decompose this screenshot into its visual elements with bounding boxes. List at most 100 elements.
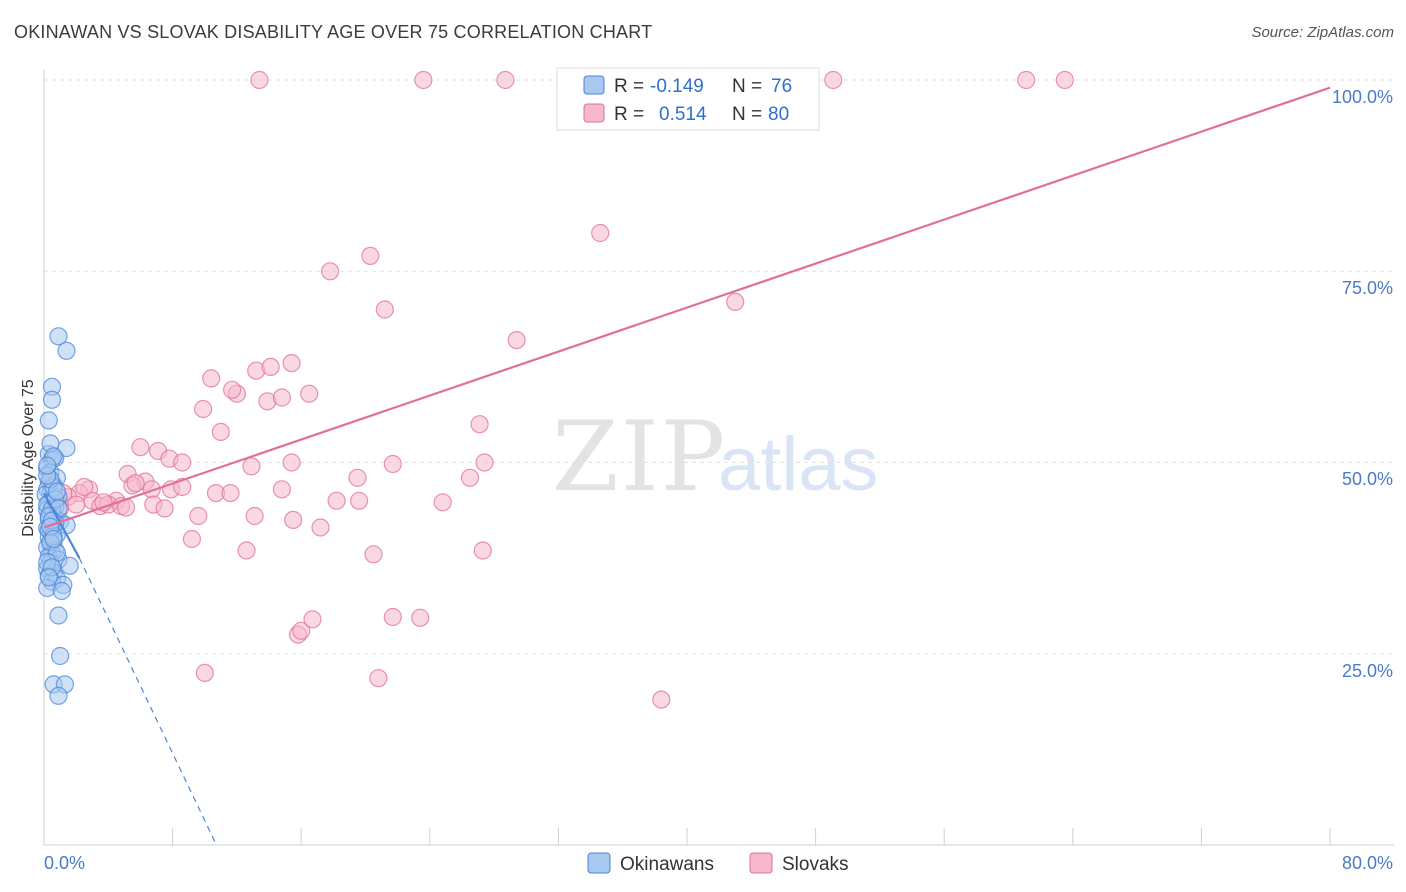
- point-slovaks: [223, 380, 242, 399]
- point-slovaks: [591, 223, 610, 243]
- point-okinawans: [39, 568, 58, 587]
- point-slovaks: [433, 493, 452, 512]
- y-tick-100: 100.0%: [1332, 87, 1393, 107]
- point-okinawans: [57, 438, 76, 458]
- x-tick-0: 0.0%: [44, 853, 85, 873]
- legend-n-label-0: N =: [732, 76, 762, 97]
- trend-extension-okinawans: [78, 557, 217, 846]
- legend-swatch-okinawans: [583, 75, 605, 95]
- legend-box: R = -0.149 N = 76 R = 0.514 N = 80: [556, 67, 820, 131]
- trend-lines: [43, 86, 1331, 846]
- legend-r-value-1: 0.514: [659, 104, 707, 125]
- point-okinawans: [50, 646, 70, 666]
- point-slovaks: [211, 422, 230, 441]
- legend-r-label-0: R =: [614, 76, 644, 97]
- point-slovaks: [221, 484, 240, 503]
- point-okinawans: [49, 686, 68, 705]
- point-okinawans: [52, 581, 71, 601]
- point-slovaks: [470, 415, 489, 434]
- point-slovaks: [245, 506, 264, 526]
- point-slovaks: [75, 477, 94, 497]
- point-slovaks: [652, 690, 671, 709]
- point-slovaks: [327, 491, 346, 510]
- legend-r-label-1: R =: [614, 104, 644, 125]
- point-slovaks: [173, 453, 192, 472]
- point-slovaks: [272, 388, 291, 407]
- series-slovaks: [47, 70, 1074, 709]
- x-axis-ticks: [43, 828, 1331, 845]
- legend-swatch-slovaks: [583, 103, 605, 123]
- y-tick-75: 75.0%: [1342, 278, 1393, 298]
- point-slovaks: [250, 70, 269, 90]
- point-okinawans: [57, 341, 76, 360]
- point-slovaks: [348, 468, 367, 487]
- point-slovaks: [292, 621, 311, 640]
- point-okinawans: [60, 556, 79, 575]
- point-slovaks: [282, 453, 301, 472]
- y-axis-label: Disability Age Over 75: [20, 379, 37, 537]
- watermark: ZIP atlas: [552, 401, 879, 513]
- point-slovaks: [1055, 70, 1074, 90]
- point-slovaks: [507, 331, 526, 350]
- x-tick-80: 80.0%: [1342, 853, 1393, 873]
- bottom-legend-swatch-slovaks: [749, 852, 773, 874]
- point-slovaks: [350, 491, 369, 510]
- point-slovaks: [383, 454, 402, 474]
- point-slovaks: [284, 510, 303, 530]
- legend-n-label-1: N =: [732, 104, 762, 125]
- point-slovaks: [369, 669, 388, 688]
- point-okinawans: [49, 327, 68, 346]
- chart-title: OKINAWAN VS SLOVAK DISABILITY AGE OVER 7…: [14, 22, 653, 42]
- point-slovaks: [321, 262, 340, 281]
- watermark-atlas: atlas: [718, 422, 879, 507]
- trend-line-slovaks: [43, 86, 1331, 529]
- grid: [44, 79, 1394, 655]
- point-slovaks: [237, 541, 256, 560]
- series-okinawans: [36, 327, 79, 705]
- y-tick-labels: 25.0% 50.0% 75.0% 100.0%: [1332, 87, 1393, 681]
- legend-n-value-1: 80: [768, 104, 789, 125]
- watermark-zip: ZIP: [552, 401, 727, 513]
- trend-line-okinawans: [43, 492, 81, 559]
- point-slovaks: [414, 70, 433, 90]
- y-tick-50: 50.0%: [1342, 469, 1393, 489]
- bottom-legend-slovaks: Slovaks: [782, 854, 849, 875]
- point-slovaks: [364, 545, 383, 564]
- point-slovaks: [303, 610, 322, 629]
- point-slovaks: [126, 474, 145, 493]
- point-slovaks: [131, 438, 150, 457]
- point-slovaks: [272, 480, 291, 499]
- point-slovaks: [282, 354, 301, 373]
- point-slovaks: [202, 369, 221, 388]
- point-slovaks: [475, 453, 494, 472]
- point-slovaks: [242, 457, 261, 476]
- point-slovaks: [300, 384, 319, 403]
- y-tick-25: 25.0%: [1342, 661, 1393, 681]
- legend-n-value-0: 76: [771, 76, 792, 97]
- point-slovaks: [182, 529, 201, 549]
- point-slovaks: [411, 608, 430, 627]
- point-slovaks: [375, 300, 394, 319]
- point-slovaks: [460, 468, 480, 487]
- point-okinawans: [42, 390, 62, 409]
- point-okinawans: [39, 411, 58, 430]
- bottom-legend: Okinawans Slovaks: [587, 852, 849, 875]
- point-slovaks: [473, 541, 492, 560]
- point-okinawans: [49, 606, 68, 625]
- point-okinawans: [44, 529, 63, 549]
- source-credit: Source: ZipAtlas.com: [1251, 24, 1394, 41]
- point-slovaks: [155, 499, 174, 518]
- point-slovaks: [194, 399, 213, 419]
- point-slovaks: [496, 70, 515, 90]
- point-slovaks: [311, 518, 330, 537]
- point-slovaks: [726, 292, 745, 311]
- bottom-legend-swatch-okinawans: [587, 852, 611, 874]
- point-slovaks: [1017, 70, 1036, 90]
- point-slovaks: [383, 607, 402, 627]
- point-slovaks: [195, 663, 214, 683]
- point-okinawans: [38, 456, 57, 475]
- bottom-legend-okinawans: Okinawans: [620, 854, 714, 875]
- point-slovaks: [189, 506, 208, 526]
- legend-r-value-0: -0.149: [650, 76, 704, 97]
